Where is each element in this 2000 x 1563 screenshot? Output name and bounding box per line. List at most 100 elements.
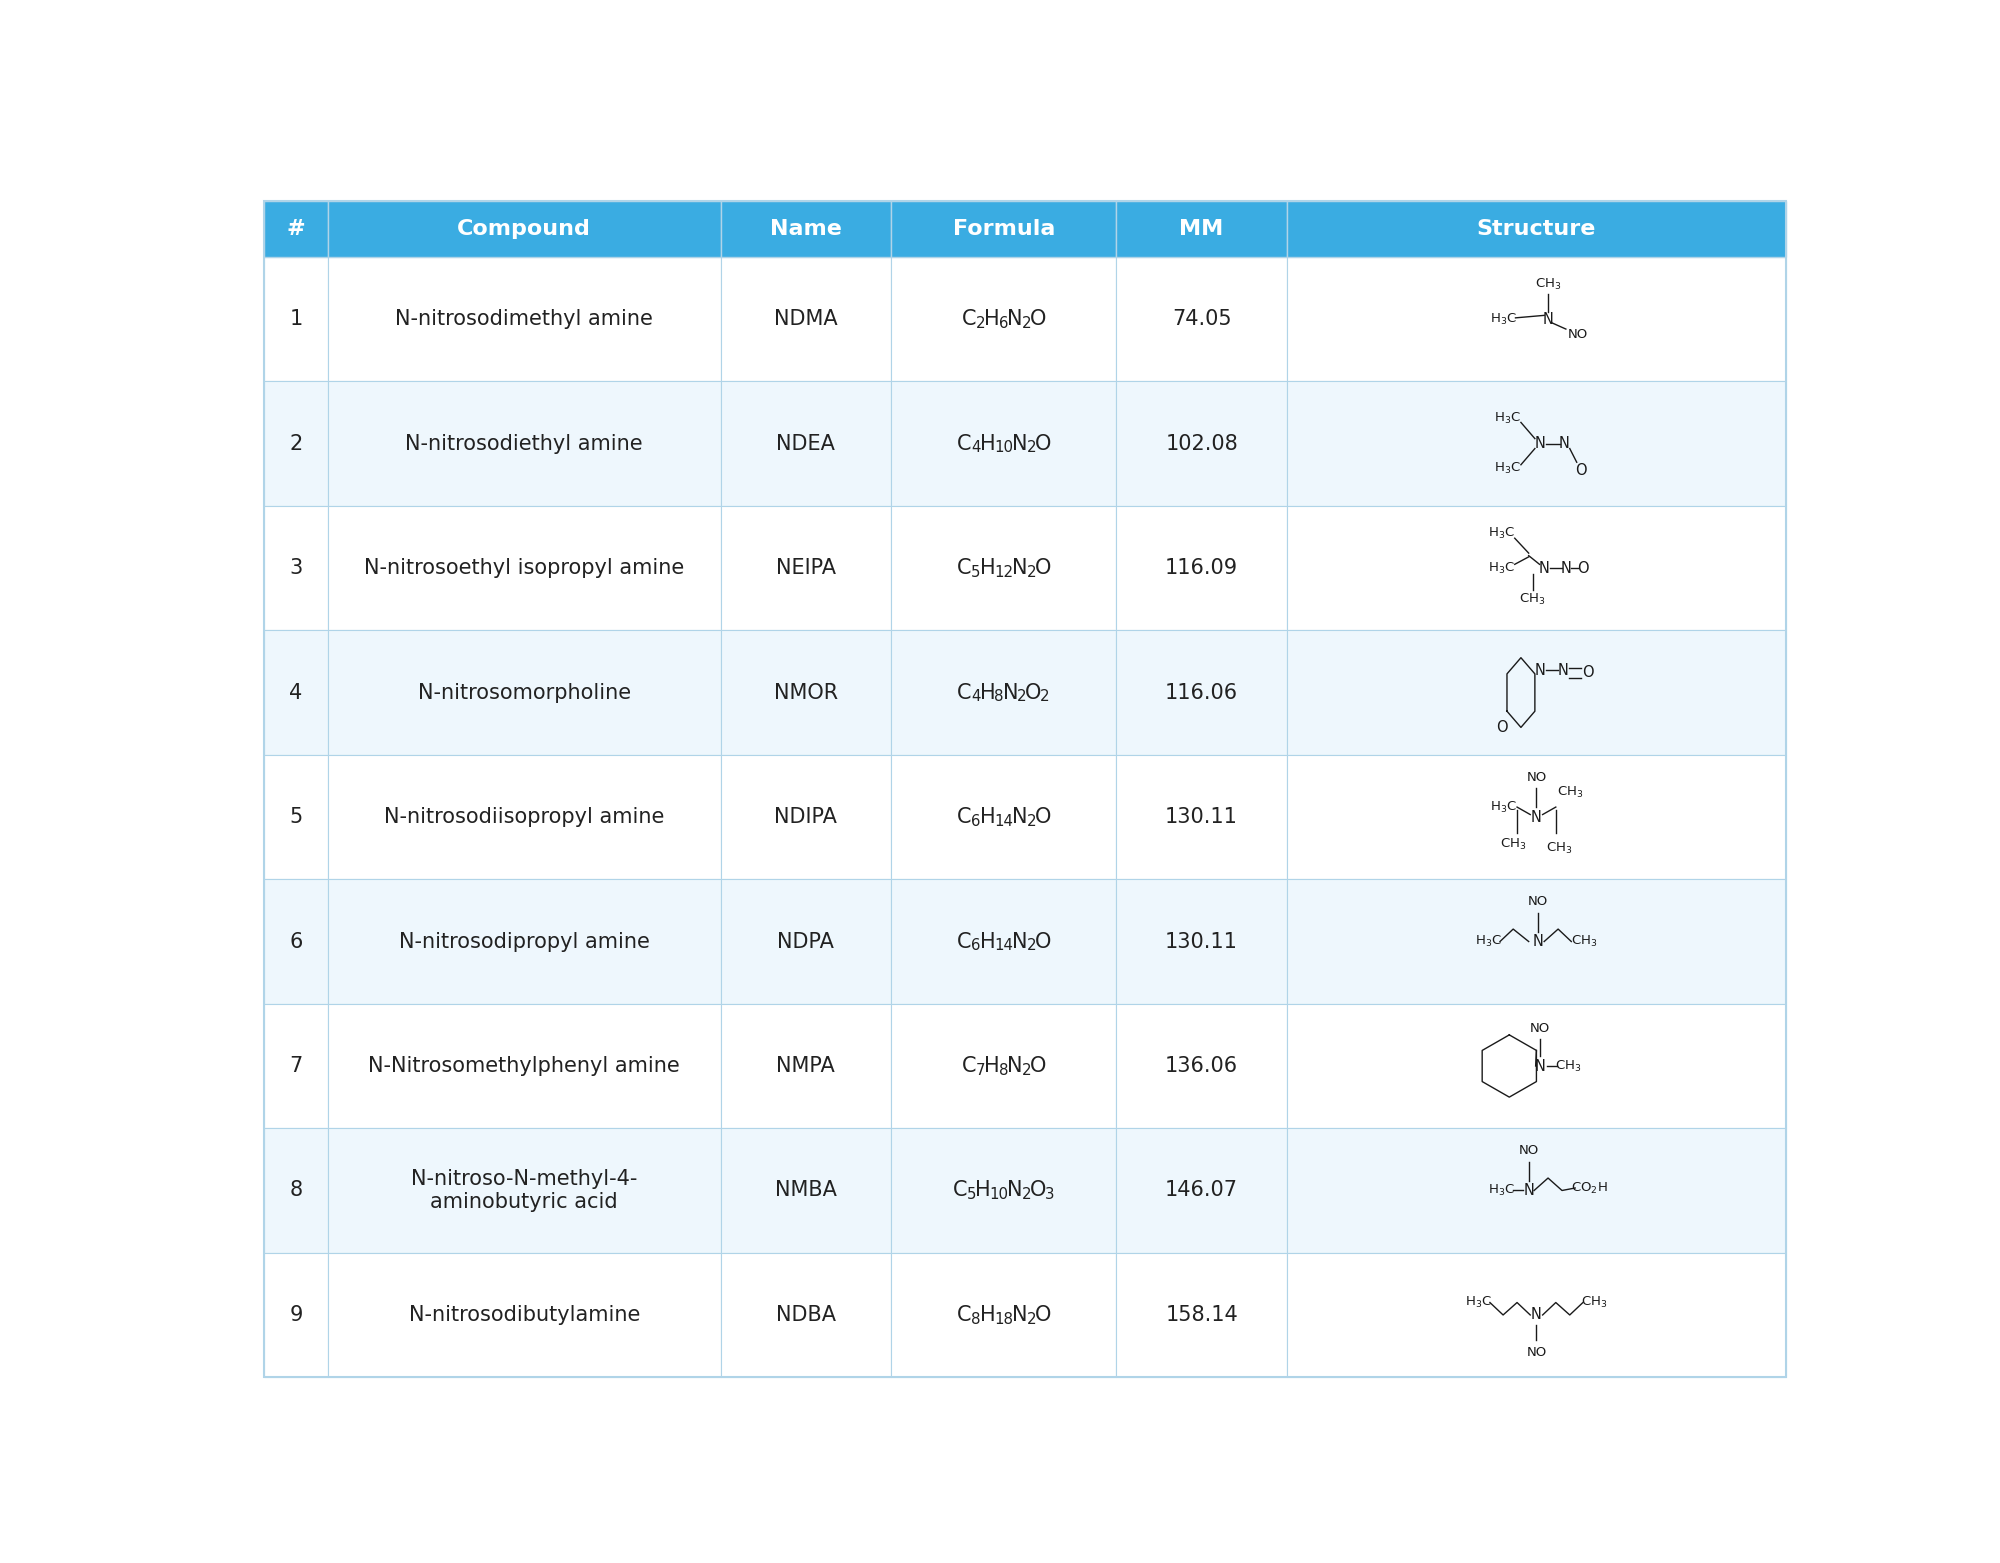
Text: 130.11: 130.11 [1166,807,1238,827]
Text: O: O [1034,807,1050,827]
Text: 158.14: 158.14 [1166,1305,1238,1325]
Text: 130.11: 130.11 [1166,932,1238,952]
Text: N-nitrosodimethyl amine: N-nitrosodimethyl amine [396,309,654,330]
Bar [264,880,328,1003]
Text: N: N [1008,309,1022,330]
Bar [720,202,892,256]
Text: O: O [1030,1057,1046,1075]
Text: Name: Name [770,219,842,239]
Bar [1116,755,1286,880]
Bar [328,1003,720,1128]
Bar [1116,1252,1286,1377]
Bar [1116,1128,1286,1252]
Text: 5: 5 [972,564,980,580]
Bar [1286,1003,1786,1128]
Text: CH$_3$: CH$_3$ [1500,836,1526,852]
Text: H$_3$C: H$_3$C [1494,461,1520,477]
Bar [1286,1128,1786,1252]
Bar [328,256,720,381]
Text: O: O [1034,932,1050,952]
Text: 2: 2 [1040,689,1050,703]
Text: Compound: Compound [458,219,592,239]
Text: H$_3$C: H$_3$C [1490,311,1518,327]
Text: 2: 2 [1026,938,1036,953]
Text: NO: NO [1526,771,1546,783]
Bar [264,755,328,880]
Bar [264,381,328,506]
Bar [892,256,1116,381]
Text: C: C [958,558,972,578]
Text: 8: 8 [290,1180,302,1200]
Bar [720,381,892,506]
Bar [264,1128,328,1252]
Text: C: C [958,1305,972,1325]
Text: NDPA: NDPA [778,932,834,952]
Text: O: O [1034,433,1050,453]
Text: 102.08: 102.08 [1166,433,1238,453]
Text: 8: 8 [972,1311,980,1327]
Text: N: N [1560,561,1572,575]
Text: H$_3$C: H$_3$C [1474,935,1502,949]
Text: O: O [1030,309,1046,330]
Text: O: O [1582,666,1594,680]
Text: H: H [980,683,996,702]
Bar [264,506,328,630]
Text: NMPA: NMPA [776,1057,836,1075]
Bar [892,202,1116,256]
Text: CH$_3$: CH$_3$ [1546,841,1572,855]
Text: 6: 6 [998,316,1008,331]
Text: O: O [1496,721,1508,735]
Bar [1116,506,1286,630]
Text: 3: 3 [1044,1186,1054,1202]
Text: 14: 14 [994,814,1014,828]
Text: H: H [980,558,996,578]
Text: 4: 4 [290,683,302,702]
Bar [328,381,720,506]
Text: 14: 14 [994,938,1014,953]
Text: NMOR: NMOR [774,683,838,702]
Text: NDEA: NDEA [776,433,836,453]
Text: H$_3$C: H$_3$C [1488,525,1516,541]
Bar [892,1128,1116,1252]
Bar [1286,880,1786,1003]
Text: N: N [1534,663,1546,678]
Text: NDMA: NDMA [774,309,838,330]
Text: N: N [1532,935,1544,949]
Text: #: # [286,219,306,239]
Bar [892,1252,1116,1377]
Text: N: N [1558,663,1568,678]
Text: H: H [984,1057,1000,1075]
Text: 2: 2 [1022,1063,1032,1077]
Text: O: O [1034,1305,1050,1325]
Bar [892,880,1116,1003]
Bar [328,880,720,1003]
Text: CH$_3$: CH$_3$ [1556,785,1582,800]
Text: N-nitrosodiisopropyl amine: N-nitrosodiisopropyl amine [384,807,664,827]
Text: H$_3$C: H$_3$C [1490,800,1518,814]
Bar [1286,755,1786,880]
Bar [328,506,720,630]
Text: NMBA: NMBA [774,1180,836,1200]
Bar [1116,1003,1286,1128]
Bar [892,630,1116,755]
Bar [328,202,720,256]
Text: N: N [1542,311,1554,327]
Text: 9: 9 [290,1305,302,1325]
Text: N: N [1534,1058,1546,1074]
Text: NDBA: NDBA [776,1305,836,1325]
Text: 2: 2 [1018,689,1026,703]
Text: MM: MM [1180,219,1224,239]
Text: CH$_3$: CH$_3$ [1572,935,1598,949]
Text: 7: 7 [976,1063,986,1077]
Bar [1286,1252,1786,1377]
Bar [328,1252,720,1377]
Text: 3: 3 [290,558,302,578]
Bar [720,880,892,1003]
Bar [892,506,1116,630]
Bar [720,1003,892,1128]
Text: NO: NO [1530,1022,1550,1035]
Text: O: O [1026,683,1042,702]
Bar [264,1252,328,1377]
Bar [328,755,720,880]
Bar [1116,880,1286,1003]
